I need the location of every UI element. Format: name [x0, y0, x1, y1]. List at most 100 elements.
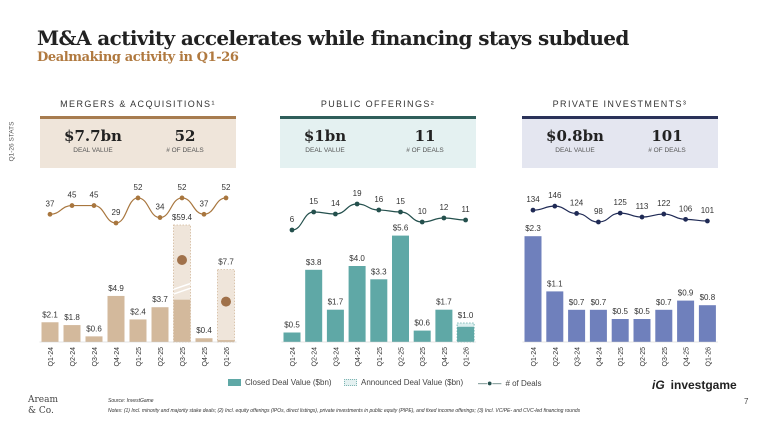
pi-closed-bar-Q2-24 [546, 291, 564, 342]
po-closed-bar-Q4-25 [435, 309, 453, 342]
pi-deals-point-Q4-24 [596, 219, 601, 225]
po-deals-point-Q4-24 [354, 201, 360, 207]
ma-value-label-Q1-25: $2.4 [130, 307, 146, 316]
po-x-tick-Q2-24: Q2-24 [312, 347, 319, 367]
po-value-label-Q2-25: $5.6 [393, 224, 409, 233]
ma-value-label-Q3-25: $59.4 [172, 213, 193, 222]
ma-deals-point-Q4-24 [113, 220, 119, 226]
po-deals-label-Q3-24: 14 [331, 199, 340, 208]
ma-x-tick-Q4-24: Q4-24 [114, 347, 121, 367]
po-x-tick-Q3-25: Q3-25 [420, 347, 427, 367]
ma-deals-point-Q4-25 [201, 211, 207, 217]
panel-title-pi: PRIVATE INVESTMENTS³ [552, 99, 688, 109]
po-deals-point-Q4-25 [441, 215, 447, 221]
po-x-tick-Q1-24: Q1-24 [290, 347, 297, 367]
po-value-label-Q4-24: $4.0 [349, 254, 365, 263]
ma-closed-bar-Q1-25 [129, 319, 147, 342]
ma-closed-bar-Q2-25 [151, 307, 169, 342]
po-deals-label-Q4-25: 12 [439, 203, 448, 212]
po-closed-bar-Q3-25 [413, 330, 431, 342]
ma-x-tick-Q2-25: Q2-25 [158, 347, 165, 367]
ma-company-logo-icon-Q3-25 [177, 255, 187, 265]
po-closed-bar-Q2-25 [392, 235, 409, 342]
investgame-logo-text: investgame [670, 378, 737, 392]
pi-deals-label-Q1-26: 101 [701, 206, 715, 215]
legend-swatch-announced [344, 379, 357, 386]
ma-closed-bar-Q3-24 [85, 336, 103, 342]
po-closed-bar-Q3-24 [326, 309, 344, 342]
po-value-label-Q3-25: $0.6 [414, 319, 430, 328]
ma-value-label-Q2-24: $1.8 [64, 313, 80, 322]
ma-closed-bar-Q2-24 [63, 325, 81, 342]
page-number: 7 [744, 397, 749, 406]
po-value-label-Q3-24: $1.7 [328, 298, 344, 307]
pi-deals-label-Q3-25: 122 [657, 199, 671, 208]
pi-deals-point-Q3-24 [574, 211, 579, 216]
pi-closed-bar-Q4-24 [589, 309, 607, 342]
aream-logo: Aream & Co. [28, 395, 59, 416]
ma-value-label-Q1-26: $7.7 [218, 258, 234, 267]
pi-x-tick-Q1-25: Q1-25 [618, 347, 625, 367]
pi-deals: 101 [651, 127, 683, 145]
pi-closed-bar-Q4-25 [677, 300, 695, 342]
investgame-logo-icon: iG [652, 378, 665, 392]
legend-line-marker-icon: ―●― [478, 378, 502, 388]
po-closed-bar-Q1-25 [370, 279, 388, 342]
ma-deals-label-Q1-25: 52 [134, 183, 143, 192]
pi-value-label-Q4-25: $0.9 [678, 289, 694, 298]
pi-value-label-Q1-24: $2.3 [525, 224, 541, 233]
po-deals-label-Q4-24: 19 [353, 189, 362, 198]
po-x-tick-Q1-25: Q1-25 [377, 347, 384, 367]
pi-deals-point-Q4-25 [683, 216, 688, 222]
pi-x-tick-Q2-24: Q2-24 [553, 347, 560, 367]
ma-deals-label-Q1-24: 37 [46, 199, 55, 208]
po-closed-bar-Q4-24 [348, 266, 366, 342]
pi-x-tick-Q1-24: Q1-24 [531, 347, 538, 367]
ma-deal-value: $7.7bn [64, 127, 122, 145]
ma-value-label-Q2-25: $3.7 [152, 295, 168, 304]
pi-closed-bar-Q1-24 [524, 236, 542, 342]
pi-x-tick-Q2-25: Q2-25 [640, 347, 647, 367]
po-value-label-Q2-24: $3.8 [306, 258, 322, 267]
investgame-logo: iG investgame [652, 378, 737, 392]
ma-axis-break [173, 282, 191, 291]
pi-deals-point-Q1-26 [705, 218, 710, 224]
ma-closed-bar-Q3-25 [173, 299, 191, 342]
po-deal-value-label: DEAL VALUE [305, 147, 345, 154]
ma-company-logo-icon-Q1-26 [221, 296, 231, 307]
ma-deals-point-Q2-25 [157, 215, 163, 220]
po-closed-bar-Q1-26 [457, 326, 475, 342]
pi-deals-label-Q2-24: 146 [548, 191, 562, 200]
po-deals-label-Q3-25: 10 [418, 207, 427, 216]
pi-deals-point-Q2-25 [639, 214, 645, 220]
pi-value-label-Q1-26: $0.8 [700, 293, 716, 302]
pi-value-label-Q1-25: $0.5 [612, 307, 628, 316]
ma-deals-label-Q3-24: 45 [90, 191, 99, 200]
ma-value-label-Q4-25: $0.4 [196, 326, 212, 335]
pi-deal-value-label: DEAL VALUE [555, 147, 595, 154]
ma-deals: 52 [174, 127, 196, 145]
ma-deals-point-Q2-24 [69, 203, 75, 208]
ma-closed-bar-Q4-25 [195, 338, 213, 342]
ma-deals-point-Q1-25 [135, 195, 141, 201]
pi-value-label-Q2-25: $0.5 [634, 307, 650, 316]
pi-x-tick-Q4-24: Q4-24 [596, 347, 603, 367]
ma-x-tick-Q1-25: Q1-25 [136, 347, 143, 367]
pi-deals-label-Q2-25: 113 [636, 202, 649, 211]
po-x-tick-Q3-24: Q3-24 [333, 347, 340, 367]
po-deals: 11 [414, 127, 436, 145]
pi-x-tick-Q4-25: Q4-25 [684, 347, 691, 367]
po-closed-bar-Q2-24 [305, 269, 323, 342]
ma-deals-point-Q1-24 [47, 211, 53, 217]
po-deals-label: # OF DEALS [406, 147, 444, 154]
po-deals-point-Q2-24 [311, 209, 317, 215]
pi-value-label-Q2-24: $1.1 [547, 279, 563, 288]
po-deals-point-Q1-25 [376, 207, 382, 213]
legend-closed: Closed Deal Value ($bn) [228, 378, 332, 387]
ma-deals-point-Q1-26 [223, 195, 229, 201]
po-deals-label-Q1-25: 16 [374, 195, 383, 204]
pi-closed-bar-Q2-25 [633, 319, 651, 342]
page-title: M&A activity accelerates while financing… [37, 26, 629, 50]
pi-deals-label-Q1-24: 134 [526, 195, 540, 204]
